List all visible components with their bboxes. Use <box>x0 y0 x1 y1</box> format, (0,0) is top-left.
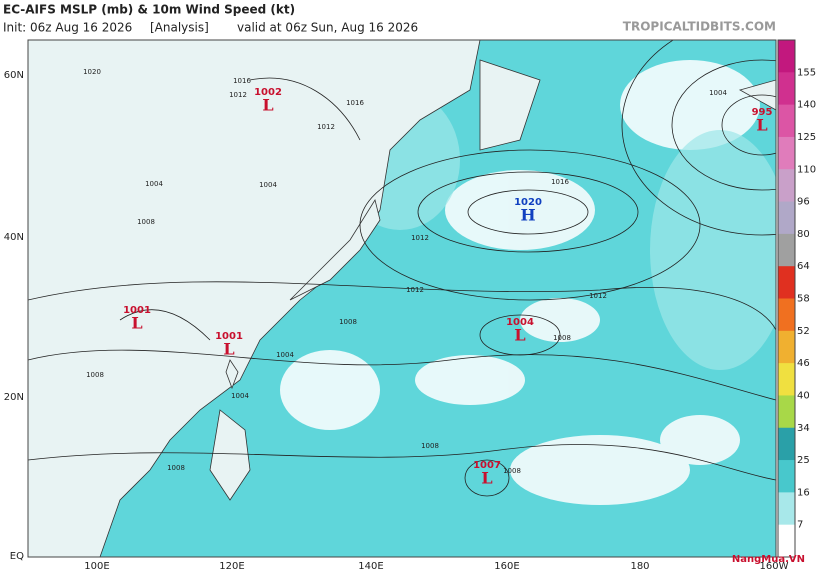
colorbar-tick: 58 <box>797 294 810 305</box>
longitude-label: 100E <box>84 561 109 572</box>
colorbar-tick: 110 <box>797 164 816 175</box>
init-time: Init: 06z Aug 16 2026 <box>3 21 132 35</box>
colorbar-segment <box>778 266 795 299</box>
map-frame <box>27 39 777 558</box>
center-pressure: 1002 <box>254 87 282 98</box>
longitude-label: 180 <box>630 561 649 572</box>
isobar-label: 1012 <box>589 292 607 300</box>
center-symbol: L <box>131 314 142 333</box>
colorbar-segment <box>778 40 795 73</box>
map-area: 1002L1001L1001L1020H1004L1007L995L102010… <box>28 40 776 557</box>
isobar-label: 1008 <box>421 442 439 450</box>
isobar-label: 1016 <box>233 77 251 85</box>
colorbar-segment <box>778 104 795 138</box>
isobar-label: 1008 <box>503 467 521 475</box>
isobar-label: 1004 <box>709 89 727 97</box>
center-pressure: 1001 <box>215 331 243 342</box>
colorbar-segment <box>778 363 795 396</box>
isobar-label: 1012 <box>406 286 424 294</box>
colorbar-segment <box>778 460 795 493</box>
isobar-label: 1004 <box>276 351 294 359</box>
colorbar-tick: 140 <box>797 100 816 111</box>
isobar-label: 1016 <box>551 178 569 186</box>
center-symbol: L <box>514 326 525 345</box>
isobar-label: 1012 <box>411 234 429 242</box>
center-symbol: H <box>520 206 535 225</box>
north-land <box>479 59 776 151</box>
latitude-label: EQ <box>10 551 24 562</box>
source: TROPICALTIDBITS.COM <box>623 20 776 34</box>
valid-time: valid at 06z Sun, Aug 16 2026 <box>237 21 418 35</box>
colorbar-segment <box>778 233 795 267</box>
colorbar-segment <box>778 169 795 203</box>
isobar-label: 1008 <box>339 318 357 326</box>
latitude-label: 20N <box>4 392 24 403</box>
colorbar-tick: 40 <box>797 390 810 401</box>
isobar-label: 1008 <box>167 464 185 472</box>
colorbar-tick: 7 <box>797 520 803 531</box>
run-label: [Analysis] <box>150 21 209 35</box>
center-symbol: L <box>756 116 767 135</box>
colorbar-tick: 155 <box>797 67 816 78</box>
isobar-label: 1008 <box>86 371 104 379</box>
isobar-label: 1004 <box>145 180 163 188</box>
title: EC-AIFS MSLP (mb) & 10m Wind Speed (kt) <box>3 3 295 17</box>
colorbar-tick: 34 <box>797 423 810 434</box>
colorbar-frame <box>777 39 796 558</box>
center-pressure: 1007 <box>473 460 501 471</box>
colorbar-tick: 52 <box>797 326 810 337</box>
latitude-label: 40N <box>4 232 24 243</box>
center-pressure: 1001 <box>123 305 151 316</box>
colorbar-tick: 46 <box>797 358 810 369</box>
taiwan <box>225 359 239 390</box>
colorbar-tick: 16 <box>797 487 810 498</box>
colorbar-segment <box>778 298 795 332</box>
isobar-label: 1016 <box>346 99 364 107</box>
asia-land <box>28 40 481 557</box>
isobar-label: 1012 <box>229 91 247 99</box>
center-pressure: 1020 <box>514 197 542 208</box>
colorbar-tick: 80 <box>797 229 810 240</box>
longitude-label: 120E <box>219 561 244 572</box>
center-symbol: L <box>223 340 234 359</box>
colorbar-segment <box>778 72 795 106</box>
center-symbol: L <box>481 469 492 488</box>
colorbar-segment <box>778 330 795 364</box>
colorbar-segment <box>778 201 795 235</box>
center-pressure: 1004 <box>506 317 534 328</box>
isobar-label: 1004 <box>259 181 277 189</box>
philippines <box>209 409 251 501</box>
isobar-label: 1008 <box>137 218 155 226</box>
center-pressure: 995 <box>752 107 773 118</box>
colorbar-segment <box>778 427 795 461</box>
isobar-label: 1008 <box>553 334 571 342</box>
colorbar-tick: 25 <box>797 455 810 466</box>
isobar-label: 1004 <box>231 392 249 400</box>
longitude-label: 160W <box>760 561 789 572</box>
colorbar-segment <box>778 136 795 170</box>
colorbar-tick: 125 <box>797 132 816 143</box>
isobar-label: 1012 <box>317 123 335 131</box>
japan <box>289 198 381 301</box>
colorbar-segment <box>778 524 795 558</box>
center-symbol: L <box>262 96 273 115</box>
longitude-label: 140E <box>358 561 383 572</box>
colorbar-segment <box>778 492 795 526</box>
latitude-label: 60N <box>4 70 24 81</box>
colorbar-segment <box>778 395 795 429</box>
colorbar-tick: 64 <box>797 261 810 272</box>
isobar-label: 1020 <box>83 68 101 76</box>
isobars <box>28 40 776 497</box>
colorbar-tick: 96 <box>797 197 810 208</box>
longitude-label: 160E <box>494 561 519 572</box>
watermark: NangMua.VN <box>732 554 805 565</box>
